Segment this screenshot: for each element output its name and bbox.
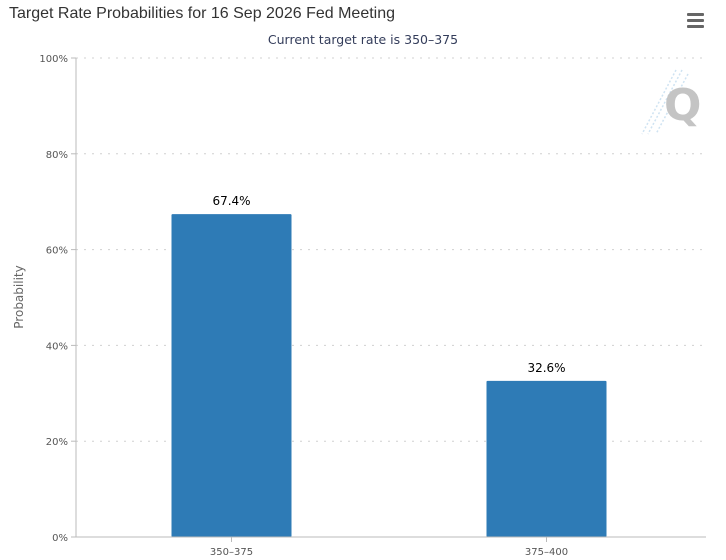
chart-subtitle: Current target rate is 350–375 [267, 32, 459, 47]
y-tick-label: 40% [46, 341, 68, 352]
data-label: 67.4% [212, 194, 250, 208]
data-label: 32.6% [527, 361, 565, 375]
x-tick-layer: 350–375 375–400 [210, 537, 568, 558]
bar-375–400[interactable] [486, 380, 607, 537]
y-tick-label: 100% [39, 54, 68, 65]
y-tick-label: 80% [46, 150, 68, 161]
grid-layer [76, 57, 706, 442]
bar-layer [171, 214, 607, 538]
x-tick-label: 350–375 [210, 547, 253, 558]
watermark-letter: Q [664, 80, 700, 131]
menu-line [687, 13, 704, 16]
y-tick-label: 20% [46, 437, 68, 448]
x-tick-label: 375–400 [525, 547, 568, 558]
y-tick-layer: 0% 20% 40% 60% 80% 100% [39, 54, 76, 544]
menu-line [687, 25, 704, 28]
chart-title: Target Rate Probabilities for 16 Sep 202… [9, 5, 396, 22]
bar-350–375[interactable] [171, 214, 292, 538]
menu-line [687, 19, 704, 22]
hamburger-menu-icon[interactable] [684, 10, 708, 30]
y-tick-label: 0% [52, 533, 68, 544]
data-label-layer: 67.4% 32.6% [212, 194, 565, 375]
y-tick-label: 60% [46, 246, 68, 257]
q-logo-icon: Q [641, 69, 700, 135]
axis-layer [75, 58, 706, 538]
